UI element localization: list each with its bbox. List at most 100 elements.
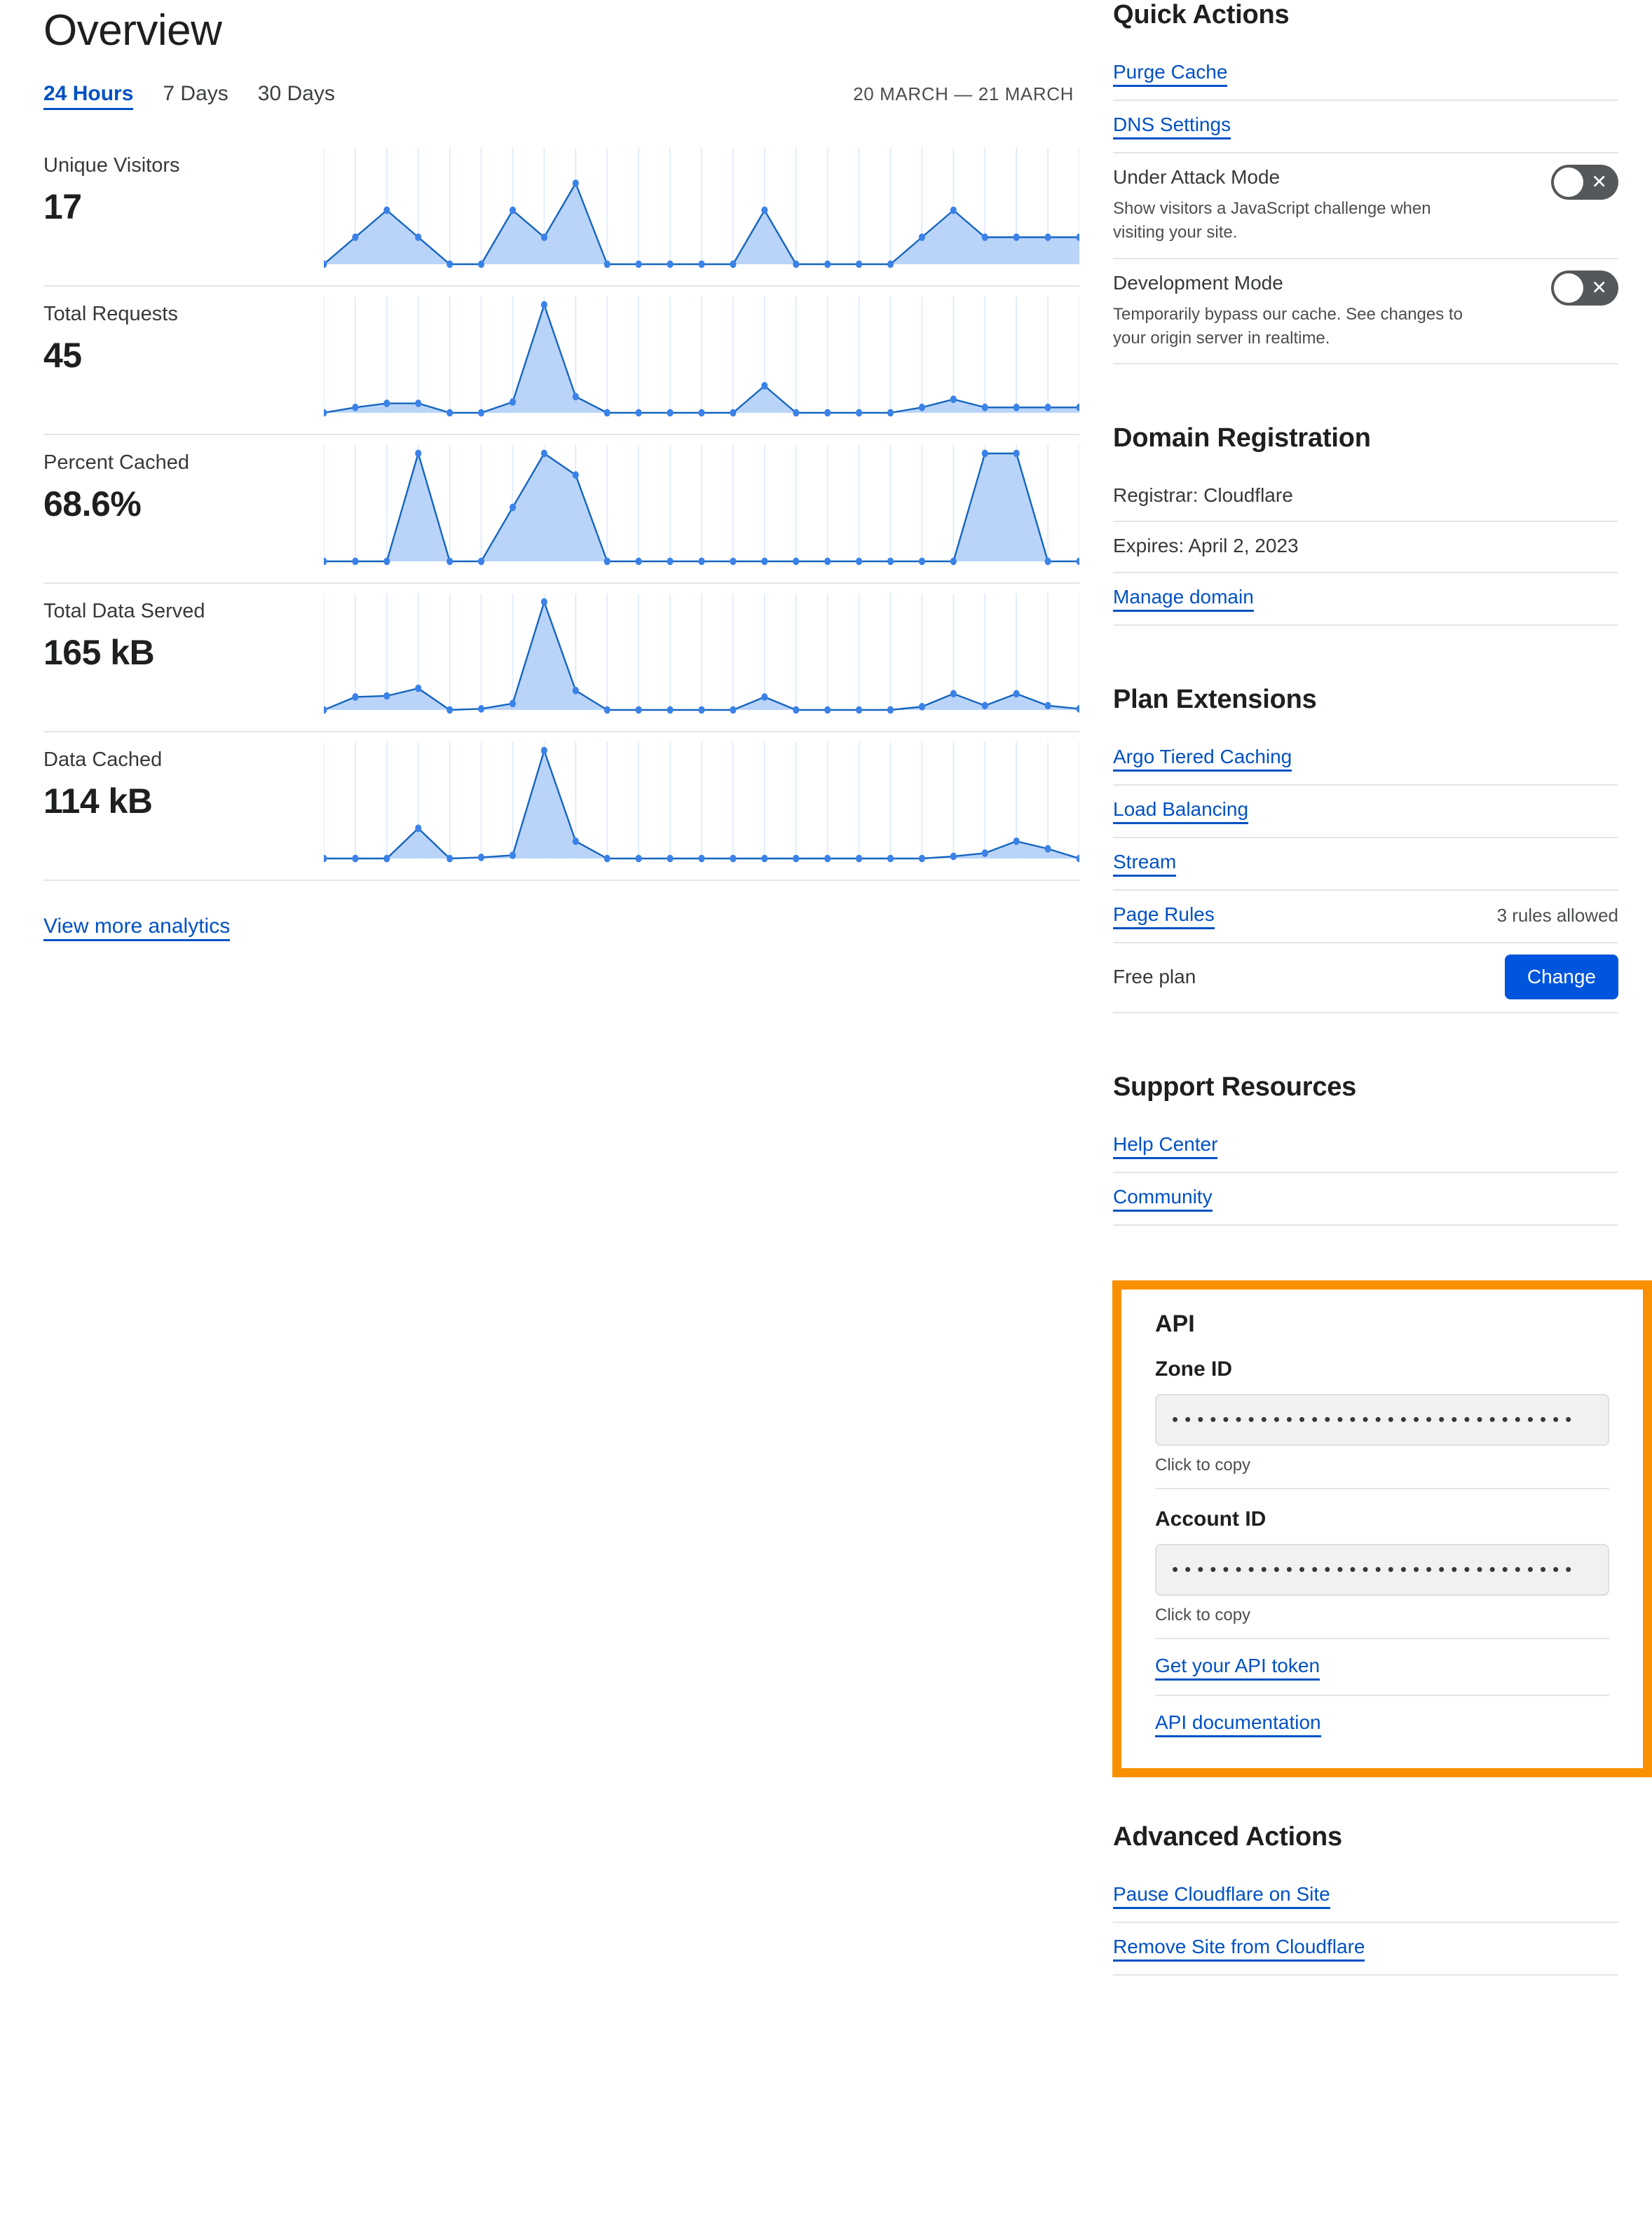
purge-cache-link[interactable]: Purge Cache xyxy=(1113,60,1228,87)
zone-id-label: Zone ID xyxy=(1155,1357,1232,1381)
expires-value: Expires: April 2, 2023 xyxy=(1113,535,1299,557)
analytics-column: Overview 24 Hours 7 Days 30 Days 20 MARC… xyxy=(0,0,1079,942)
sparkline-unique-visitors xyxy=(324,138,1079,287)
section-plan-extensions: Plan Extensions Argo Tiered Caching Load… xyxy=(1079,685,1652,1013)
account-id-field[interactable]: •••••••••••••••••••••••••••••••• xyxy=(1155,1543,1609,1596)
metric-value: 114 kB xyxy=(43,781,153,821)
metric-label-box: Total Data Served 165 kB xyxy=(43,584,324,672)
close-icon: ✕ xyxy=(1591,171,1607,193)
argo-tiered-caching-link[interactable]: Argo Tiered Caching xyxy=(1113,744,1292,772)
page-title: Overview xyxy=(43,6,222,55)
close-icon: ✕ xyxy=(1591,277,1607,299)
under-attack-title: Under Attack Mode xyxy=(1113,166,1281,188)
row-plan: Free plan Change xyxy=(1113,943,1618,1013)
row-argo-tiered-caching[interactable]: Argo Tiered Caching xyxy=(1113,733,1618,786)
api-highlight-box: API Zone ID ••••••••••••••••••••••••••••… xyxy=(1112,1280,1652,1777)
sparkline-total-data-served xyxy=(324,584,1079,732)
sparkline-data-cached xyxy=(324,732,1079,881)
manage-domain-link[interactable]: Manage domain xyxy=(1113,584,1254,612)
page-rules-allowance: 3 rules allowed xyxy=(1496,904,1618,926)
metric-label: Unique Visitors xyxy=(43,154,180,177)
metric-label-box: Data Cached 114 kB xyxy=(43,732,324,821)
community-link[interactable]: Community xyxy=(1113,1184,1213,1212)
under-attack-text-block: Under Attack Mode Show visitors a JavaSc… xyxy=(1113,165,1551,245)
under-attack-description: Show visitors a JavaScript challenge whe… xyxy=(1113,199,1431,242)
metric-label: Data Cached xyxy=(43,748,163,772)
row-manage-domain[interactable]: Manage domain xyxy=(1113,573,1618,626)
get-api-token-link[interactable]: Get your API token xyxy=(1155,1653,1320,1681)
row-community[interactable]: Community xyxy=(1113,1173,1618,1226)
row-load-balancing[interactable]: Load Balancing xyxy=(1113,786,1618,838)
api-documentation-link[interactable]: API documentation xyxy=(1155,1710,1321,1737)
remove-site-link[interactable]: Remove Site from Cloudflare xyxy=(1113,1934,1365,1962)
domain-registration-heading: Domain Registration xyxy=(1113,423,1371,453)
view-more-analytics-link[interactable]: View more analytics xyxy=(43,915,231,942)
under-attack-mode-toggle[interactable]: ✕ xyxy=(1551,165,1618,200)
toggle-knob xyxy=(1554,167,1583,197)
plan-extensions-heading: Plan Extensions xyxy=(1113,684,1317,714)
api-divider xyxy=(1155,1487,1609,1489)
registrar-value: Registrar: Cloudflare xyxy=(1113,484,1293,507)
development-mode-toggle[interactable]: ✕ xyxy=(1551,270,1618,306)
row-pause-cloudflare[interactable]: Pause Cloudflare on Site xyxy=(1113,1870,1618,1923)
account-id-label: Account ID xyxy=(1155,1507,1267,1531)
page-rules-link[interactable]: Page Rules xyxy=(1113,902,1215,929)
toggle-knob xyxy=(1554,273,1583,303)
metric-row-total-data-served: Total Data Served 165 kB xyxy=(43,584,1079,733)
section-domain-registration: Domain Registration Registrar: Cloudflar… xyxy=(1079,423,1652,626)
section-support-resources: Support Resources Help Center Community xyxy=(1079,1072,1652,1226)
load-balancing-link[interactable]: Load Balancing xyxy=(1113,797,1249,824)
metric-label-box: Percent Cached 68.6% xyxy=(43,435,324,524)
timeframe-tabs: 24 Hours 7 Days 30 Days 20 MARCH — 21 MA… xyxy=(43,82,1079,111)
row-purge-cache[interactable]: Purge Cache xyxy=(1113,48,1618,101)
plan-name: Free plan xyxy=(1113,965,1196,987)
zone-id-field[interactable]: •••••••••••••••••••••••••••••••• xyxy=(1155,1393,1609,1446)
sidebar: Quick Actions Purge Cache DNS Settings U… xyxy=(1079,0,1652,1976)
row-help-center[interactable]: Help Center xyxy=(1113,1121,1618,1173)
metric-label-box: Total Requests 45 xyxy=(43,287,324,375)
zone-id-copy-hint: Click to copy xyxy=(1155,1455,1251,1475)
tab-24-hours[interactable]: 24 Hours xyxy=(43,82,134,111)
quick-actions-heading: Quick Actions xyxy=(1113,0,1290,29)
tab-7-days[interactable]: 7 Days xyxy=(163,82,228,106)
row-api-docs[interactable]: API documentation xyxy=(1155,1694,1609,1751)
metric-value: 17 xyxy=(43,187,82,227)
help-center-link[interactable]: Help Center xyxy=(1113,1132,1218,1159)
development-mode-description: Temporarily bypass our cache. See change… xyxy=(1113,304,1463,348)
tab-30-days[interactable]: 30 Days xyxy=(257,82,335,106)
view-more-wrapper: View more analytics xyxy=(43,915,1079,942)
support-resources-heading: Support Resources xyxy=(1113,1072,1357,1102)
dns-settings-link[interactable]: DNS Settings xyxy=(1113,112,1231,139)
sparkline-percent-cached xyxy=(324,435,1079,584)
section-quick-actions: Quick Actions Purge Cache DNS Settings U… xyxy=(1079,0,1652,365)
row-dns-settings[interactable]: DNS Settings xyxy=(1113,101,1618,153)
metric-label-box: Unique Visitors 17 xyxy=(43,138,324,226)
metric-value: 68.6% xyxy=(43,484,142,524)
metric-row-data-cached: Data Cached 114 kB xyxy=(43,732,1079,882)
row-development-mode: Development Mode Temporarily bypass our … xyxy=(1113,259,1618,365)
metric-value: 45 xyxy=(43,336,82,376)
advanced-actions-heading: Advanced Actions xyxy=(1113,1821,1342,1852)
row-remove-site[interactable]: Remove Site from Cloudflare xyxy=(1113,1923,1618,1976)
stream-link[interactable]: Stream xyxy=(1113,849,1177,877)
metric-row-total-requests: Total Requests 45 xyxy=(43,287,1079,436)
section-advanced-actions: Advanced Actions Pause Cloudflare on Sit… xyxy=(1079,1822,1652,1976)
metric-row-unique-visitors: Unique Visitors 17 xyxy=(43,138,1079,287)
pause-cloudflare-link[interactable]: Pause Cloudflare on Site xyxy=(1113,1882,1330,1909)
development-mode-text-block: Development Mode Temporarily bypass our … xyxy=(1113,271,1551,351)
row-stream[interactable]: Stream xyxy=(1113,838,1618,891)
metric-label: Total Requests xyxy=(43,303,178,326)
date-range-label: 20 MARCH — 21 MARCH xyxy=(853,83,1074,105)
row-page-rules[interactable]: Page Rules 3 rules allowed xyxy=(1113,891,1618,943)
row-registrar: Registrar: Cloudflare xyxy=(1113,472,1618,523)
metric-row-percent-cached: Percent Cached 68.6% xyxy=(43,435,1079,584)
row-api-token[interactable]: Get your API token xyxy=(1155,1637,1609,1695)
change-plan-button[interactable]: Change xyxy=(1504,954,1618,999)
row-under-attack-mode: Under Attack Mode Show visitors a JavaSc… xyxy=(1113,153,1618,259)
api-heading: API xyxy=(1155,1310,1195,1337)
metric-value: 165 kB xyxy=(43,633,155,673)
development-mode-title: Development Mode xyxy=(1113,271,1283,294)
account-id-copy-hint: Click to copy xyxy=(1155,1605,1251,1624)
sparkline-total-requests xyxy=(324,287,1079,435)
